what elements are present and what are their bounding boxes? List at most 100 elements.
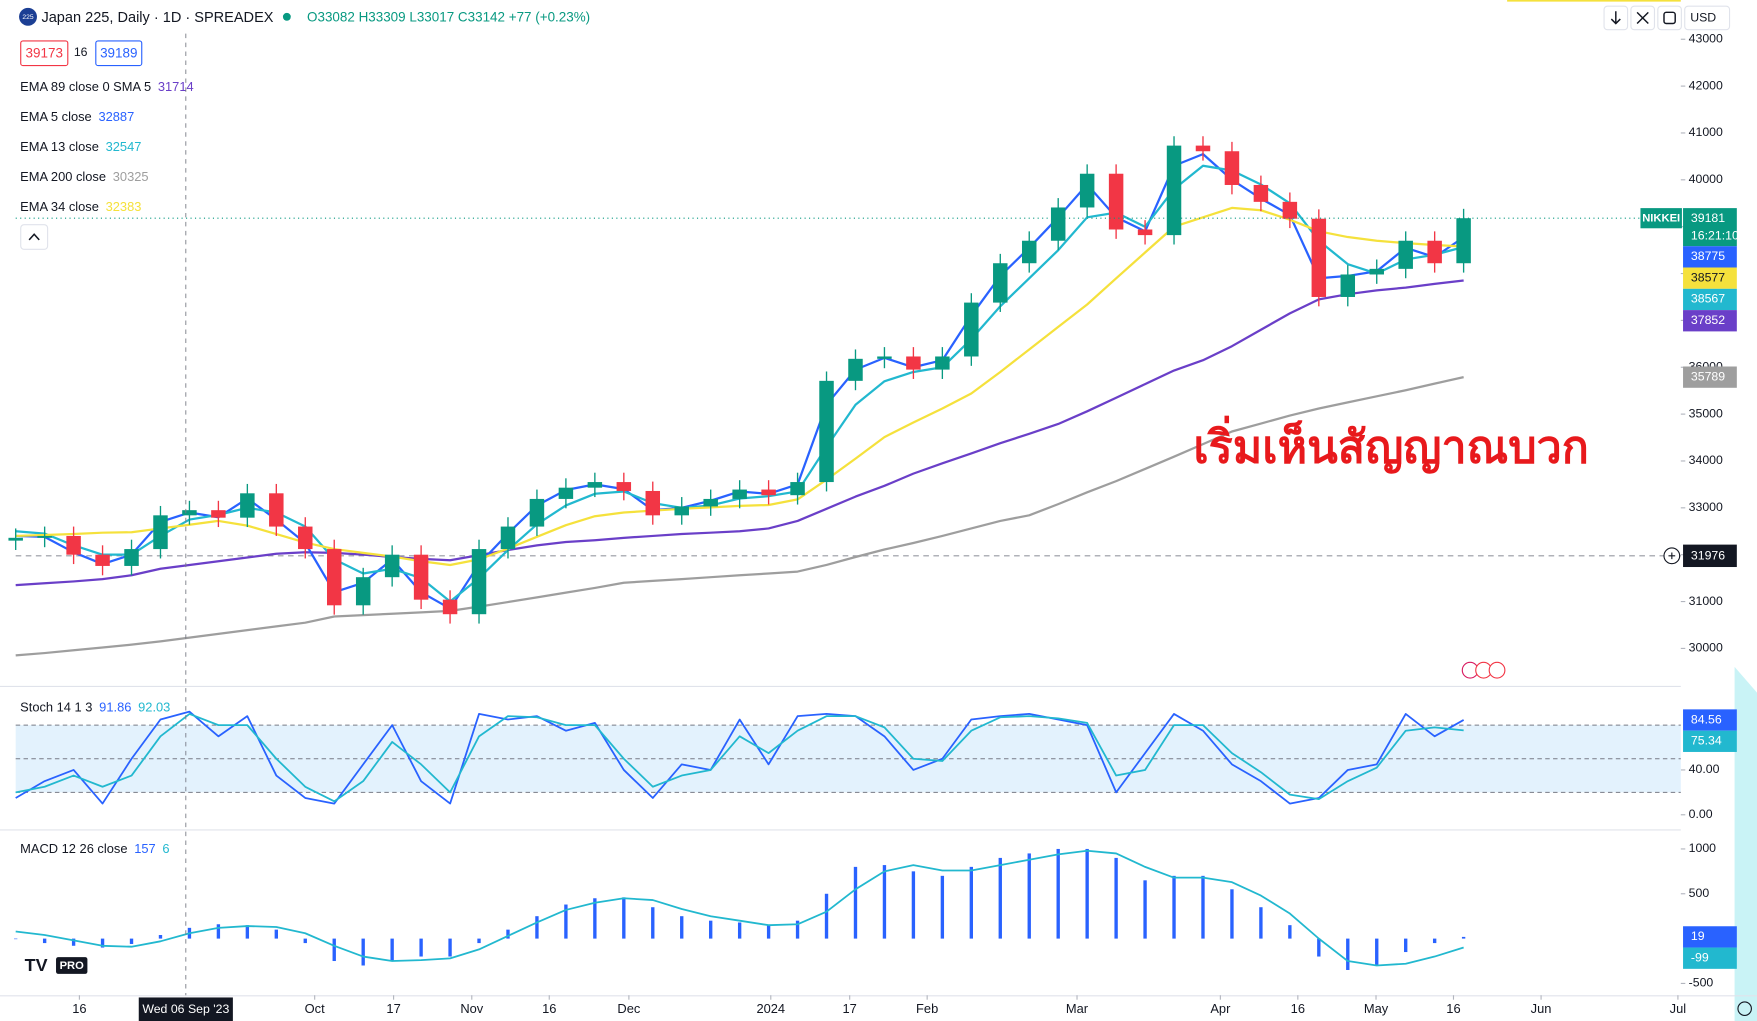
y-tick-label: 1000 <box>1689 841 1717 855</box>
value-label-box <box>1683 709 1737 731</box>
collapse-icon <box>28 233 40 241</box>
candle-body <box>645 490 661 516</box>
candle-body <box>355 577 371 606</box>
macd-column <box>680 916 684 939</box>
legend-name: EMA 89 close 0 SMA 5 <box>20 79 151 94</box>
candle-body <box>819 380 834 483</box>
macd-column <box>737 922 742 939</box>
icon <box>1663 11 1676 25</box>
icon <box>1636 11 1649 25</box>
collapse-button[interactable] <box>20 224 49 250</box>
value-label: 75.34 <box>1691 734 1722 748</box>
candle-body <box>95 554 110 566</box>
x-tick-label: 16 <box>1291 1001 1305 1016</box>
x-tick-label: 16 <box>1446 1001 1460 1016</box>
value-label: 35789 <box>1691 369 1725 383</box>
candle-body <box>240 493 255 518</box>
macd-column <box>940 875 945 939</box>
x-tick-label: Jun <box>1531 1001 1552 1016</box>
hline-label-box <box>1683 544 1737 568</box>
icon <box>1610 11 1621 25</box>
currency[interactable]: USD <box>1690 11 1716 25</box>
value-label: 38577 <box>1691 270 1725 284</box>
candle-body <box>964 302 979 357</box>
legend-value: 32547 <box>106 139 142 154</box>
macd-column <box>1461 936 1466 939</box>
sell-button[interactable] <box>20 40 69 67</box>
macd-column <box>477 938 481 944</box>
macd-column <box>245 925 250 939</box>
x-tick-label: Feb <box>916 1001 938 1016</box>
candle-body <box>37 535 52 538</box>
candle-body <box>1282 201 1298 219</box>
macd-column <box>824 893 829 939</box>
y-tick-label: 35000 <box>1689 406 1723 420</box>
macd-column <box>1230 889 1234 939</box>
legend-name: EMA 5 close <box>20 109 92 124</box>
candle-body <box>1369 268 1384 275</box>
symbol-label: NIKKEI <box>1642 213 1680 225</box>
macd-column <box>853 866 858 939</box>
candle-body <box>1050 207 1066 241</box>
candle-body <box>906 356 921 370</box>
macd-column <box>1375 938 1379 966</box>
macd-column <box>1201 875 1205 939</box>
toolbar-button[interactable] <box>1657 5 1682 31</box>
value-label-box <box>1683 267 1737 289</box>
x-tick-label: 17 <box>843 1001 857 1016</box>
legend-value: 30325 <box>113 169 149 184</box>
macd-column <box>1172 875 1176 939</box>
candle-body <box>413 554 429 600</box>
currency-button[interactable] <box>1684 5 1731 31</box>
y-tick-label: 0.00 <box>1689 807 1713 821</box>
candle-body <box>1456 218 1471 264</box>
candle-body <box>8 537 23 541</box>
macd-column <box>1346 938 1350 970</box>
macd-column <box>593 898 597 939</box>
y-tick-label: 41000 <box>1689 125 1723 139</box>
y-tick-label: 500 <box>1689 886 1710 900</box>
candle-body <box>1079 173 1095 208</box>
indicator-line <box>15 713 1464 803</box>
candle-body <box>124 549 139 566</box>
macd-column <box>911 871 916 939</box>
value-label: 38567 <box>1691 292 1725 306</box>
legend-value: 32383 <box>106 199 142 214</box>
settings-icon[interactable] <box>1737 1001 1752 1016</box>
buy-button[interactable] <box>95 40 143 67</box>
hline-icon-plus <box>1668 552 1676 560</box>
candle-body <box>674 506 689 516</box>
candle-body <box>848 358 863 381</box>
macd-column <box>448 938 452 957</box>
value-label: 19 <box>1691 929 1705 943</box>
bid[interactable]: 39173 <box>26 45 63 60</box>
macd-column <box>14 938 18 940</box>
macd-column <box>1432 938 1437 944</box>
macd-column <box>506 929 510 939</box>
tv-logo: PRO <box>60 960 85 972</box>
macd-column <box>361 938 365 966</box>
x-tick-label: 17 <box>386 1001 400 1016</box>
macd-column <box>564 904 568 939</box>
event-icon[interactable] <box>1488 661 1506 679</box>
macd-column <box>274 929 278 939</box>
macd-column <box>1027 853 1031 939</box>
x-tick-label: Dec <box>617 1001 640 1016</box>
macd-column <box>1259 907 1263 939</box>
legend-value: 91.86 <box>99 700 131 715</box>
ask[interactable]: 39189 <box>100 45 137 60</box>
value-label-box <box>1683 926 1737 948</box>
candle-body <box>935 356 950 370</box>
value-label: -99 <box>1691 950 1709 964</box>
y-tick-label: 42000 <box>1689 78 1723 92</box>
x-tick-label: Nov <box>460 1001 483 1016</box>
candle-body <box>1108 173 1124 230</box>
symbol-title[interactable]: Japan 225, Daily · 1D · SPREADEX <box>41 10 273 26</box>
macd-column <box>1056 848 1060 939</box>
macd-column <box>651 907 655 939</box>
x-tick-label: 16 <box>72 1001 86 1016</box>
macd-column <box>882 865 887 939</box>
value-label-box <box>1683 947 1737 969</box>
macd-column <box>71 938 76 946</box>
macd-column <box>1317 938 1321 957</box>
